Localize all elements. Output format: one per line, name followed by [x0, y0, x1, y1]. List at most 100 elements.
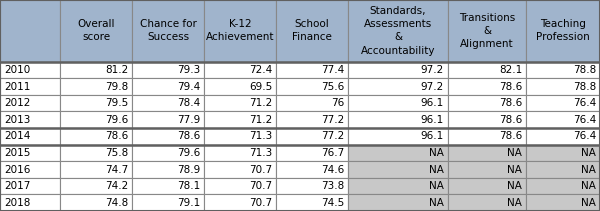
Bar [448, 178, 526, 194]
Text: 74.6: 74.6 [321, 165, 344, 174]
Text: 76.4: 76.4 [573, 115, 596, 125]
Bar [276, 95, 348, 111]
Bar [276, 78, 348, 95]
Text: NA: NA [429, 198, 444, 208]
Bar [448, 161, 526, 178]
Bar [348, 161, 448, 178]
Bar [448, 111, 526, 128]
Text: NA: NA [507, 198, 522, 208]
Bar [526, 111, 600, 128]
Text: 78.8: 78.8 [573, 65, 596, 75]
Text: 71.2: 71.2 [249, 115, 272, 125]
Text: NA: NA [507, 148, 522, 158]
Text: 78.6: 78.6 [177, 131, 200, 141]
Bar [276, 194, 348, 211]
Bar [526, 178, 600, 194]
Bar [526, 145, 600, 161]
Bar [448, 194, 526, 211]
Text: 2011: 2011 [4, 81, 31, 92]
Text: 97.2: 97.2 [421, 65, 444, 75]
Bar [132, 128, 204, 145]
Text: 78.6: 78.6 [499, 98, 522, 108]
Text: Chance for
Success: Chance for Success [140, 19, 196, 42]
Bar [448, 145, 526, 161]
Bar [60, 78, 132, 95]
Text: 2018: 2018 [4, 198, 31, 208]
Text: 79.6: 79.6 [105, 115, 128, 125]
Bar [204, 78, 276, 95]
Text: 79.1: 79.1 [177, 198, 200, 208]
Bar [60, 178, 132, 194]
Bar [60, 145, 132, 161]
Bar [448, 78, 526, 95]
Text: School
Finance: School Finance [292, 19, 332, 42]
Bar [448, 95, 526, 111]
Text: 75.8: 75.8 [105, 148, 128, 158]
Text: Teaching
Profession: Teaching Profession [536, 19, 590, 42]
Bar [348, 194, 448, 211]
Text: 2017: 2017 [4, 181, 31, 191]
Bar [348, 145, 448, 161]
Text: 75.6: 75.6 [321, 81, 344, 92]
Text: 2012: 2012 [4, 98, 31, 108]
Text: 76.4: 76.4 [573, 131, 596, 141]
Bar [348, 111, 448, 128]
Text: 78.8: 78.8 [573, 81, 596, 92]
Bar [0, 128, 60, 145]
Bar [132, 62, 204, 78]
Bar [0, 178, 60, 194]
Text: 78.6: 78.6 [105, 131, 128, 141]
Bar [276, 161, 348, 178]
Bar [132, 161, 204, 178]
Text: 77.2: 77.2 [321, 115, 344, 125]
Text: 74.7: 74.7 [105, 165, 128, 174]
Bar [448, 0, 526, 62]
Bar [348, 62, 448, 78]
Bar [60, 111, 132, 128]
Text: 96.1: 96.1 [421, 131, 444, 141]
Bar [526, 78, 600, 95]
Bar [60, 95, 132, 111]
Bar [204, 0, 276, 62]
Bar [0, 161, 60, 178]
Bar [204, 178, 276, 194]
Text: 2015: 2015 [4, 148, 31, 158]
Text: 69.5: 69.5 [249, 81, 272, 92]
Bar [526, 128, 600, 145]
Bar [60, 0, 132, 62]
Text: 79.5: 79.5 [105, 98, 128, 108]
Text: NA: NA [581, 165, 596, 174]
Bar [0, 0, 60, 62]
Bar [0, 145, 60, 161]
Text: NA: NA [581, 148, 596, 158]
Text: 76: 76 [331, 98, 344, 108]
Text: 79.3: 79.3 [177, 65, 200, 75]
Text: 97.2: 97.2 [421, 81, 444, 92]
Bar [204, 128, 276, 145]
Text: 71.3: 71.3 [249, 148, 272, 158]
Text: NA: NA [429, 148, 444, 158]
Text: 74.2: 74.2 [105, 181, 128, 191]
Bar [60, 194, 132, 211]
Text: 72.4: 72.4 [249, 65, 272, 75]
Bar [204, 194, 276, 211]
Text: 71.2: 71.2 [249, 98, 272, 108]
Text: 77.4: 77.4 [321, 65, 344, 75]
Bar [526, 62, 600, 78]
Bar [348, 0, 448, 62]
Text: 70.7: 70.7 [249, 198, 272, 208]
Bar [132, 95, 204, 111]
Text: 2013: 2013 [4, 115, 31, 125]
Text: 74.8: 74.8 [105, 198, 128, 208]
Bar [276, 111, 348, 128]
Bar [348, 128, 448, 145]
Text: 70.7: 70.7 [249, 181, 272, 191]
Bar [132, 178, 204, 194]
Bar [448, 62, 526, 78]
Bar [348, 95, 448, 111]
Text: 77.2: 77.2 [321, 131, 344, 141]
Bar [0, 62, 60, 78]
Text: 78.1: 78.1 [177, 181, 200, 191]
Bar [276, 128, 348, 145]
Text: 79.8: 79.8 [105, 81, 128, 92]
